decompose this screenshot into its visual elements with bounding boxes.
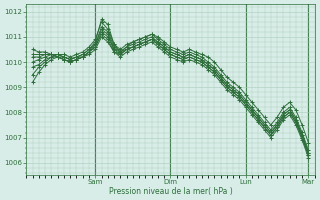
X-axis label: Pression niveau de la mer( hPa ): Pression niveau de la mer( hPa )	[108, 187, 232, 196]
